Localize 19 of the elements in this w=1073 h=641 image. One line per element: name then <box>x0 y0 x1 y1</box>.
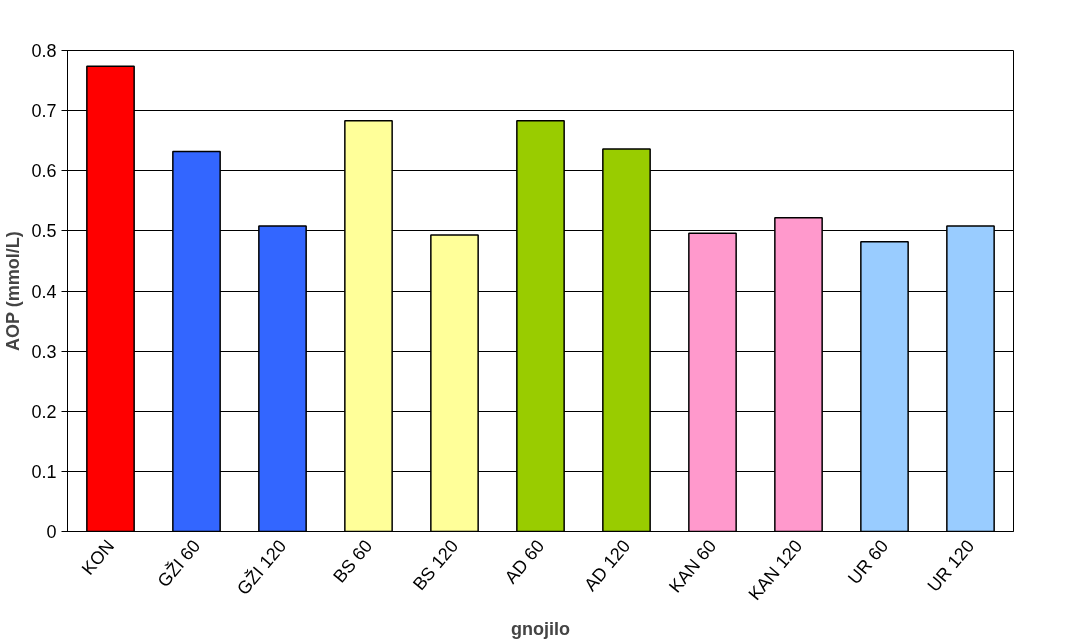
y-tick-label: 0.5 <box>31 221 57 242</box>
x-tick-label: AD 60 <box>500 536 549 588</box>
x-tick-label: GŽI 60 <box>153 536 205 592</box>
y-tick-label: 0.3 <box>31 341 57 362</box>
y-tick-label: 0.8 <box>31 41 57 61</box>
x-tick-label: AD 120 <box>580 536 635 595</box>
y-tick-label: 0.4 <box>31 281 57 302</box>
x-tick-label: UR 60 <box>844 536 893 589</box>
x-tick-label: BS 120 <box>408 536 463 595</box>
y-tick-label: 0.7 <box>31 101 57 122</box>
y-tick-label: 0 <box>46 522 57 542</box>
y-tick-label: 0.2 <box>31 401 57 422</box>
x-tick-label: BS 60 <box>329 536 377 587</box>
y-tick-label: 0.6 <box>31 161 57 182</box>
y-tick-label: 0.1 <box>31 461 57 482</box>
x-tick-label: GŽI 120 <box>233 536 291 599</box>
x-tick-label: UR 120 <box>923 536 979 596</box>
y-axis-title: AOP (mmol/L) <box>3 231 24 351</box>
x-axis-title: gnojilo <box>511 618 570 639</box>
